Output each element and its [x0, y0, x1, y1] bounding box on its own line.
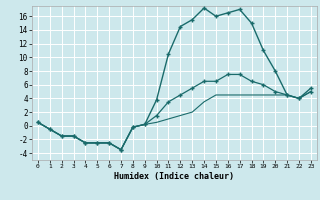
X-axis label: Humidex (Indice chaleur): Humidex (Indice chaleur) — [115, 172, 234, 181]
